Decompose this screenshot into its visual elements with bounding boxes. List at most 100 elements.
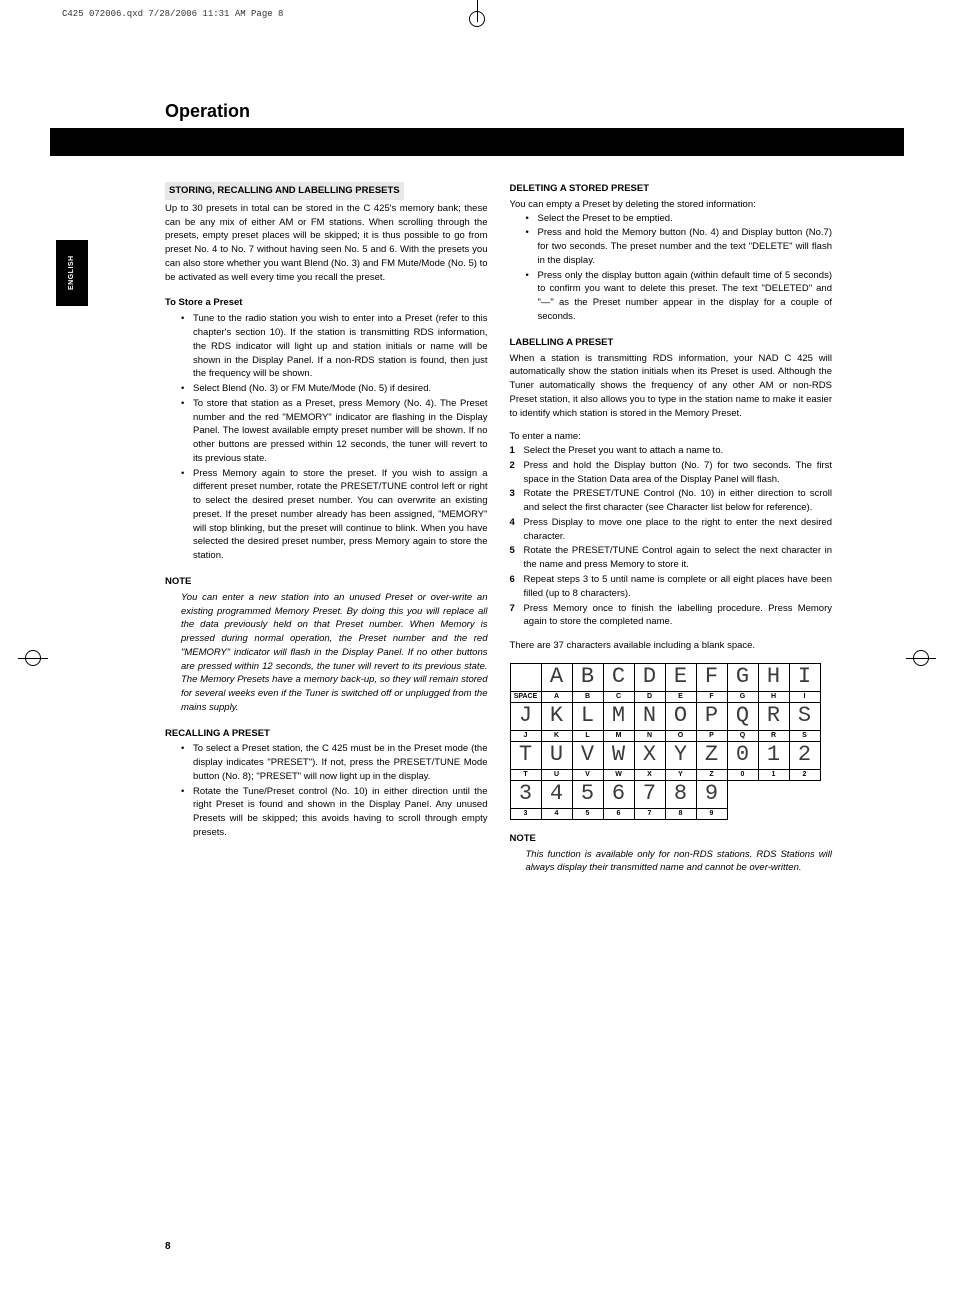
note-left: You can enter a new station into an unus… bbox=[181, 591, 488, 715]
char-glyph: Q bbox=[727, 702, 758, 730]
left-column: STORING, RECALLING AND LABELLING PRESETS… bbox=[165, 182, 488, 875]
heading-labelling: LABELLING A PRESET bbox=[510, 336, 833, 350]
char-glyph: T bbox=[510, 741, 541, 769]
char-label: S bbox=[789, 730, 820, 741]
char-label: I bbox=[789, 691, 820, 702]
heading-recalling: RECALLING A PRESET bbox=[165, 727, 488, 741]
char-glyph: V bbox=[572, 741, 603, 769]
label-step-text: Repeat steps 3 to 5 until name is comple… bbox=[524, 574, 833, 599]
crop-mark-left bbox=[18, 643, 48, 673]
char-label: P bbox=[696, 730, 727, 741]
char-glyph: X bbox=[634, 741, 665, 769]
char-glyph: A bbox=[541, 663, 572, 691]
char-glyph: C bbox=[603, 663, 634, 691]
char-glyph: 9 bbox=[696, 780, 727, 808]
heading-note-right: NOTE bbox=[510, 832, 833, 846]
char-label: Y bbox=[665, 769, 696, 780]
char-glyph: 0 bbox=[727, 741, 758, 769]
crop-mark-top bbox=[462, 0, 492, 30]
char-label: Z bbox=[696, 769, 727, 780]
char-glyph: U bbox=[541, 741, 572, 769]
char-label: 3 bbox=[510, 808, 541, 819]
store-step: To store that station as a Preset, press… bbox=[181, 397, 488, 466]
page-frame: ENGLISH Operation STORING, RECALLING AND… bbox=[50, 44, 904, 1272]
char-glyph: R bbox=[758, 702, 789, 730]
char-label: Q bbox=[727, 730, 758, 741]
label-step: 2Press and hold the Display button (No. … bbox=[510, 459, 833, 487]
label-step-text: Press and hold the Display button (No. 7… bbox=[524, 460, 833, 485]
store-step: Tune to the radio station you wish to en… bbox=[181, 312, 488, 381]
char-glyph: 1 bbox=[758, 741, 789, 769]
char-label: M bbox=[603, 730, 634, 741]
recall-step: To select a Preset station, the C 425 mu… bbox=[181, 742, 488, 783]
char-glyph: I bbox=[789, 663, 820, 691]
char-glyph: Z bbox=[696, 741, 727, 769]
delete-step: Press and hold the Memory button (No. 4)… bbox=[526, 226, 833, 267]
char-glyph: M bbox=[603, 702, 634, 730]
char-glyph: 3 bbox=[510, 780, 541, 808]
recall-step: Rotate the Tune/Preset control (No. 10) … bbox=[181, 785, 488, 840]
label-step: 5Rotate the PRESET/TUNE Control again to… bbox=[510, 544, 833, 572]
char-glyph: 8 bbox=[665, 780, 696, 808]
para-labelling-intro: When a station is transmitting RDS infor… bbox=[510, 352, 833, 421]
note-right: This function is available only for non-… bbox=[526, 848, 833, 876]
char-glyph: L bbox=[572, 702, 603, 730]
char-label: E bbox=[665, 691, 696, 702]
char-glyph: O bbox=[665, 702, 696, 730]
char-glyph: B bbox=[572, 663, 603, 691]
char-glyph: E bbox=[665, 663, 696, 691]
char-glyph: P bbox=[696, 702, 727, 730]
heading-deleting: DELETING A STORED PRESET bbox=[510, 182, 833, 196]
char-glyph: J bbox=[510, 702, 541, 730]
char-label: 2 bbox=[789, 769, 820, 780]
label-step: 7Press Memory once to finish the labelli… bbox=[510, 602, 833, 630]
para-char-count: There are 37 characters available includ… bbox=[510, 639, 833, 653]
char-glyph: Y bbox=[665, 741, 696, 769]
store-steps: Tune to the radio station you wish to en… bbox=[181, 312, 488, 563]
char-label: X bbox=[634, 769, 665, 780]
delete-steps: Select the Preset to be emptied. Press a… bbox=[526, 212, 833, 324]
label-step: 1Select the Preset you want to attach a … bbox=[510, 444, 833, 458]
char-label: J bbox=[510, 730, 541, 741]
store-step: Press Memory again to store the preset. … bbox=[181, 467, 488, 563]
char-label: G bbox=[727, 691, 758, 702]
char-label: K bbox=[541, 730, 572, 741]
char-label: 9 bbox=[696, 808, 727, 819]
label-step: 6Repeat steps 3 to 5 until name is compl… bbox=[510, 573, 833, 601]
print-header: C425 072006.qxd 7/28/2006 11:31 AM Page … bbox=[62, 8, 283, 21]
char-glyph: N bbox=[634, 702, 665, 730]
char-label: F bbox=[696, 691, 727, 702]
char-label: 5 bbox=[572, 808, 603, 819]
store-step: Select Blend (No. 3) or FM Mute/Mode (No… bbox=[181, 382, 488, 396]
char-label: 1 bbox=[758, 769, 789, 780]
char-glyph: 6 bbox=[603, 780, 634, 808]
char-label: D bbox=[634, 691, 665, 702]
label-step-text: Rotate the PRESET/TUNE Control (No. 10) … bbox=[524, 488, 833, 513]
char-glyph: F bbox=[696, 663, 727, 691]
label-step: 4Press Display to move one place to the … bbox=[510, 516, 833, 544]
heading-storing: STORING, RECALLING AND LABELLING PRESETS bbox=[165, 182, 404, 200]
char-label: 7 bbox=[634, 808, 665, 819]
character-table: ABCDEFGHISPACEABCDEFGHIJKLMNOPQRSJKLMNOP… bbox=[510, 663, 821, 820]
char-label: T bbox=[510, 769, 541, 780]
char-glyph: 5 bbox=[572, 780, 603, 808]
label-step-text: Press Display to move one place to the r… bbox=[524, 517, 833, 542]
label-steps: 1Select the Preset you want to attach a … bbox=[510, 444, 833, 629]
char-label: V bbox=[572, 769, 603, 780]
char-label: R bbox=[758, 730, 789, 741]
char-glyph: 2 bbox=[789, 741, 820, 769]
char-label: H bbox=[758, 691, 789, 702]
label-step-text: Press Memory once to finish the labellin… bbox=[524, 603, 833, 628]
char-label: 4 bbox=[541, 808, 572, 819]
char-label: O bbox=[665, 730, 696, 741]
char-glyph: 4 bbox=[541, 780, 572, 808]
label-step-text: Rotate the PRESET/TUNE Control again to … bbox=[524, 545, 833, 570]
char-label: SPACE bbox=[510, 691, 541, 702]
char-label: 6 bbox=[603, 808, 634, 819]
char-glyph bbox=[510, 663, 541, 691]
heading-note-left: NOTE bbox=[165, 575, 488, 589]
para-delete-intro: You can empty a Preset by deleting the s… bbox=[510, 198, 833, 212]
label-step: 3Rotate the PRESET/TUNE Control (No. 10)… bbox=[510, 487, 833, 515]
content-columns: STORING, RECALLING AND LABELLING PRESETS… bbox=[165, 182, 832, 875]
black-band bbox=[50, 128, 904, 156]
